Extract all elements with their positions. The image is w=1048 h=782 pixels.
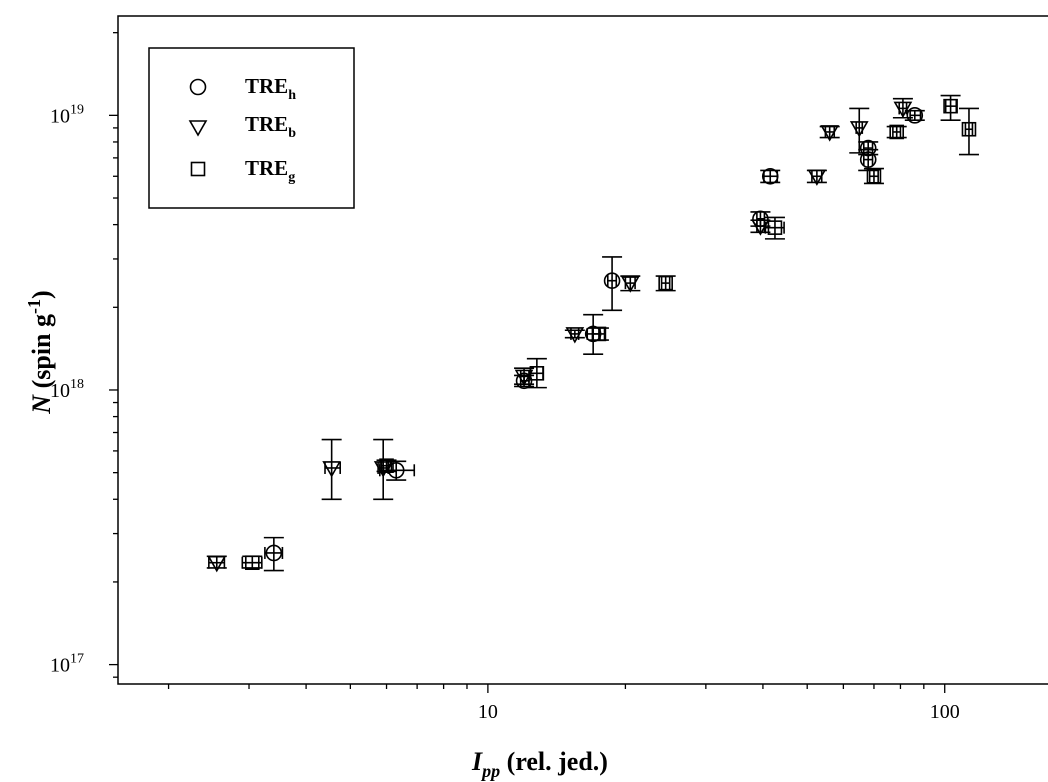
legend: TREh TREb TREg bbox=[148, 47, 355, 209]
square-marker bbox=[591, 326, 607, 342]
data-point bbox=[849, 107, 870, 154]
triangle-marker bbox=[565, 327, 585, 344]
triangle-marker bbox=[807, 169, 827, 186]
square-marker bbox=[767, 220, 783, 235]
triangle-marker bbox=[820, 125, 840, 142]
x-axis-title-symbol: I bbox=[471, 747, 483, 776]
square-marker bbox=[379, 458, 394, 474]
y-axis-title-superscript: -1 bbox=[24, 299, 44, 314]
square-marker bbox=[889, 124, 904, 140]
data-point bbox=[863, 167, 884, 185]
data-point bbox=[958, 107, 979, 156]
legend-circle-marker bbox=[189, 78, 207, 96]
x-axis-title-subscript: pp bbox=[480, 761, 500, 781]
series-tre-g bbox=[241, 94, 979, 571]
x-tick-label: 100 bbox=[930, 701, 960, 723]
data-point bbox=[819, 125, 840, 142]
square-marker bbox=[529, 366, 545, 381]
data-point bbox=[764, 216, 785, 240]
triangle-marker bbox=[893, 101, 913, 119]
x-axis-title-unit: (rel. jed.) bbox=[500, 747, 608, 776]
data-point bbox=[206, 555, 227, 573]
data-point bbox=[620, 275, 641, 293]
data-point bbox=[321, 438, 342, 501]
data-point bbox=[263, 536, 284, 572]
y-axis-title-close: ) bbox=[27, 290, 56, 299]
x-axis-tick-labels: 10 100 bbox=[478, 701, 960, 723]
legend-label-tre-g: TREg bbox=[245, 156, 295, 185]
data-point bbox=[564, 327, 585, 344]
data-point bbox=[655, 275, 676, 292]
plot-frame bbox=[117, 15, 1048, 685]
data-point bbox=[886, 124, 907, 140]
legend-label-tre-b: TREb bbox=[245, 112, 296, 141]
triangle-marker bbox=[751, 219, 770, 236]
x-axis-ticks bbox=[167, 684, 946, 693]
data-point bbox=[602, 256, 623, 312]
y-axis-title: N (spin g-1) bbox=[24, 290, 56, 414]
data-point bbox=[940, 94, 961, 122]
series-tre-b bbox=[206, 97, 913, 573]
legend-square-marker bbox=[190, 161, 206, 177]
y-axis-ticks bbox=[109, 32, 118, 678]
square-marker bbox=[961, 121, 977, 137]
data-point bbox=[760, 167, 781, 185]
circle-marker bbox=[603, 272, 621, 289]
y-axis-tick-labels: 1017 1018 1019 bbox=[50, 102, 84, 676]
data-point bbox=[750, 219, 771, 236]
legend-box bbox=[148, 47, 355, 209]
series-tre-h bbox=[263, 107, 925, 572]
triangle-marker bbox=[207, 555, 227, 573]
y-tick-label: 1018 bbox=[50, 377, 84, 402]
circle-marker bbox=[761, 167, 779, 185]
legend-item-tre-g: TREg bbox=[190, 156, 295, 185]
triangle-marker bbox=[514, 369, 534, 387]
legend-item-tre-h: TREh bbox=[189, 74, 296, 103]
square-marker bbox=[866, 168, 882, 184]
x-tick-label: 10 bbox=[478, 701, 498, 723]
data-point bbox=[241, 555, 263, 571]
data-point bbox=[379, 460, 416, 481]
triangle-marker bbox=[620, 276, 640, 293]
legend-item-tre-b: TREb bbox=[188, 112, 296, 141]
square-marker bbox=[943, 98, 958, 114]
data-point bbox=[806, 169, 827, 186]
data-point bbox=[526, 357, 547, 389]
x-axis-title: Ipp (rel. jed.) bbox=[471, 747, 608, 781]
circle-marker bbox=[906, 107, 924, 124]
data-point bbox=[892, 97, 913, 119]
data-point bbox=[588, 326, 609, 342]
square-marker bbox=[244, 555, 260, 571]
legend-triangle-marker bbox=[188, 120, 208, 137]
triangle-marker bbox=[849, 121, 869, 138]
y-tick-label: 1019 bbox=[50, 102, 84, 127]
legend-label-tre-h: TREh bbox=[245, 74, 296, 103]
triangle-marker bbox=[322, 461, 342, 478]
y-tick-label: 1017 bbox=[50, 652, 84, 677]
square-marker bbox=[658, 275, 673, 291]
y-axis-title-unit: (spin g bbox=[27, 314, 56, 395]
y-axis-title-symbol: N bbox=[27, 394, 56, 415]
data-point bbox=[376, 458, 397, 474]
data-point bbox=[904, 107, 925, 124]
circle-marker bbox=[265, 544, 283, 562]
data-point bbox=[373, 438, 394, 501]
data-series bbox=[206, 94, 979, 573]
